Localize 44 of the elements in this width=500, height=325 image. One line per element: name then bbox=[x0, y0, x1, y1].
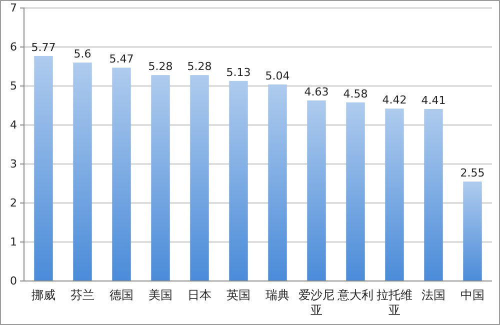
y-tick-label: 0 bbox=[10, 274, 17, 288]
data-label: 5.28 bbox=[187, 60, 212, 74]
x-tick-label: 英国 bbox=[226, 288, 250, 302]
x-tick-label: 日本 bbox=[188, 288, 212, 302]
y-tick-label: 7 bbox=[10, 2, 17, 15]
y-tick-label: 6 bbox=[10, 40, 17, 54]
data-label: 5.04 bbox=[265, 69, 290, 82]
x-tick-label: 拉托维亚 bbox=[376, 288, 412, 317]
bar bbox=[73, 62, 92, 281]
y-tick-label: 2 bbox=[10, 196, 17, 210]
bar bbox=[307, 100, 326, 281]
data-label: 2.55 bbox=[460, 166, 485, 180]
data-label: 4.41 bbox=[421, 94, 446, 108]
bar bbox=[229, 80, 248, 281]
x-tick-label: 美国 bbox=[148, 288, 172, 302]
x-tick-label: 瑞典 bbox=[266, 288, 290, 302]
data-label: 4.42 bbox=[382, 94, 407, 107]
bar bbox=[190, 75, 209, 281]
data-label: 5.47 bbox=[109, 52, 134, 66]
data-label: 4.58 bbox=[343, 87, 368, 100]
x-tick-label: 挪威 bbox=[32, 288, 56, 302]
bar bbox=[346, 102, 365, 281]
data-label: 5.28 bbox=[148, 60, 173, 74]
data-label: 5.13 bbox=[226, 66, 251, 79]
data-label: 5.6 bbox=[74, 48, 92, 61]
y-tick-label: 5 bbox=[10, 80, 17, 93]
bar bbox=[385, 108, 404, 281]
data-label: 5.77 bbox=[31, 40, 56, 54]
x-tick-label: 中国 bbox=[460, 288, 484, 302]
x-tick-label: 德国 bbox=[110, 288, 134, 302]
x-tick-label: 爱沙尼亚 bbox=[298, 288, 334, 317]
y-tick-label: 4 bbox=[10, 118, 17, 132]
data-label: 4.63 bbox=[304, 85, 329, 98]
x-tick-label: 芬兰 bbox=[70, 288, 94, 302]
bar bbox=[112, 68, 131, 281]
x-tick-label: 法国 bbox=[422, 288, 446, 302]
x-tick-label: 意大利 bbox=[336, 288, 374, 302]
bar bbox=[463, 182, 482, 281]
bar bbox=[268, 84, 287, 281]
y-tick-label: 1 bbox=[10, 236, 17, 249]
bar bbox=[424, 109, 443, 281]
bar bbox=[151, 75, 170, 281]
y-tick-label: 3 bbox=[10, 158, 17, 171]
bar bbox=[34, 56, 53, 281]
